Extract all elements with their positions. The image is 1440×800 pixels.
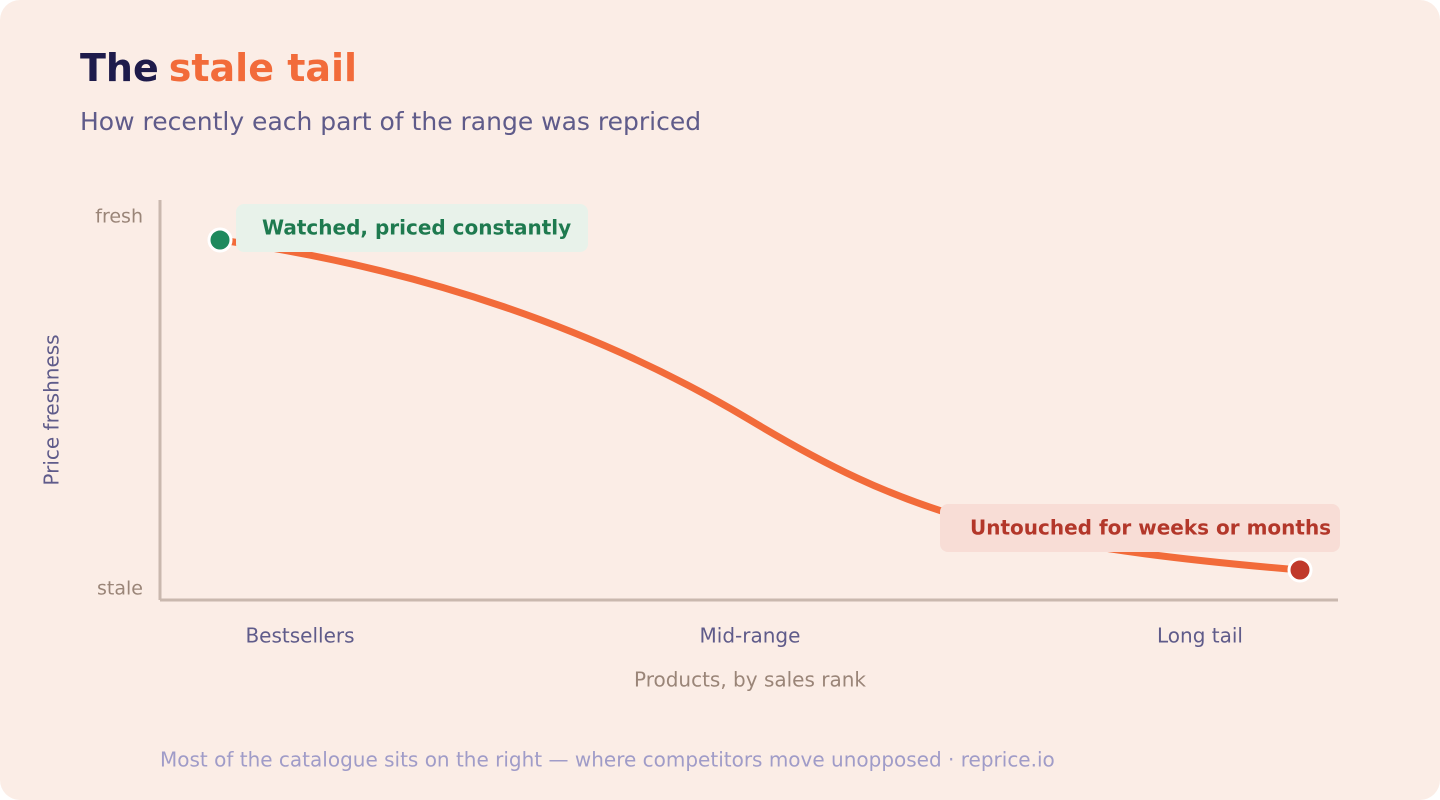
start-dot [207, 227, 233, 253]
subtitle: How recently each part of the range was … [80, 107, 701, 136]
x-category-label: Bestsellers [245, 624, 354, 648]
y-top-label: fresh [95, 206, 143, 228]
annotation-box [940, 504, 1340, 552]
annotation-end: Untouched for weeks or months [970, 516, 1331, 540]
title-accent: stale tail [169, 46, 357, 90]
footer: Most of the catalogue sits on the right … [160, 748, 1055, 772]
x-category-label: Long tail [1157, 624, 1243, 648]
title: The stale tail [80, 46, 357, 90]
annotation-box [236, 204, 588, 252]
x-category-label: Mid-range [700, 624, 801, 648]
x-axis-title: Products, by sales rank [634, 668, 866, 692]
annotation-start: Watched, priced constantly [262, 216, 571, 240]
y-bottom-label: stale [97, 578, 143, 600]
end-dot [1287, 557, 1313, 583]
title-lead: The [80, 46, 159, 90]
y-axis-title: Price freshness [40, 334, 64, 485]
